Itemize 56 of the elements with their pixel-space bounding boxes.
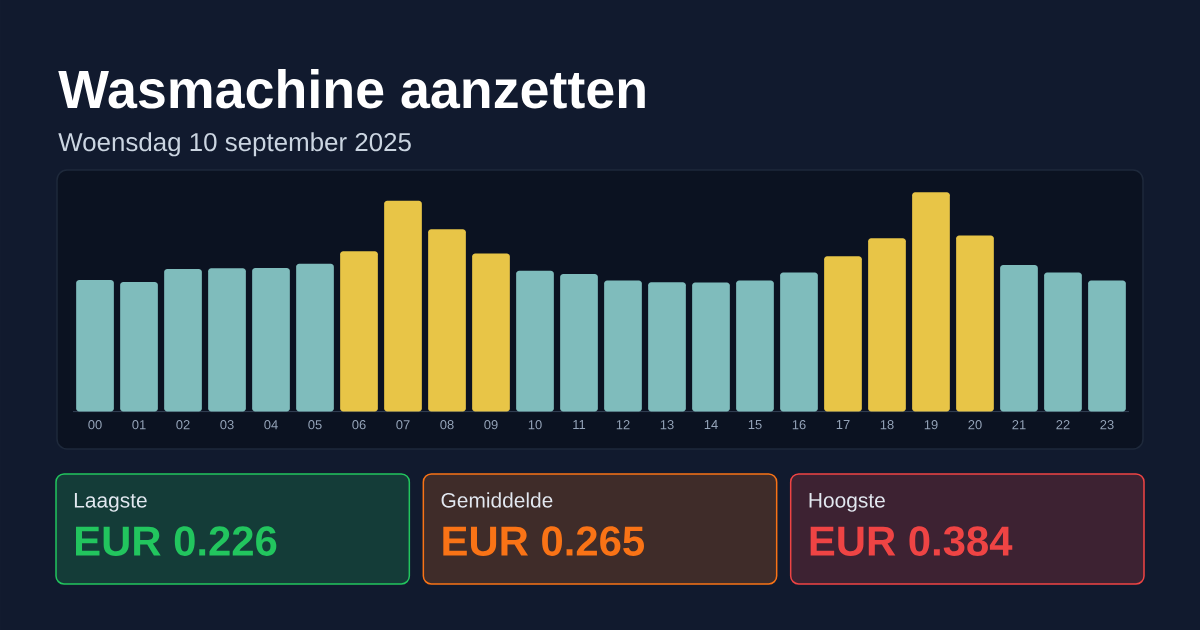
bar <box>428 229 466 412</box>
chart-title: Wasmachine aanzetten <box>58 69 645 109</box>
bar <box>120 281 158 412</box>
x-tick-label: 10 <box>528 420 542 430</box>
bar <box>560 274 598 412</box>
x-tick-label: 19 <box>924 420 938 430</box>
bar <box>736 280 774 412</box>
bar <box>164 268 202 412</box>
x-tick-label: 20 <box>968 420 982 430</box>
x-tick-label: 11 <box>573 420 586 430</box>
x-tick-label: 02 <box>176 420 190 430</box>
x-tick-label: 05 <box>308 420 322 430</box>
text: EUR 0.265 <box>443 526 644 556</box>
x-tick-label: 21 <box>1012 420 1026 430</box>
text: EUR 0.226 <box>76 526 277 556</box>
x-tick-label: 09 <box>484 420 498 430</box>
x-tick-label: 13 <box>660 420 674 430</box>
x-tick-label: 08 <box>440 420 454 430</box>
bar <box>956 235 994 412</box>
x-tick-label: 03 <box>220 420 234 430</box>
bar <box>692 282 730 412</box>
x-tick-label: 06 <box>352 420 366 430</box>
bar <box>384 200 422 412</box>
chart-subtitle: Woensdag 10 september 2025 <box>58 132 411 157</box>
bar <box>648 282 686 412</box>
x-tick-label: 17 <box>836 420 850 430</box>
bar <box>516 270 554 412</box>
x-tick-label: 14 <box>704 420 718 430</box>
x-tick-label: 04 <box>264 420 278 430</box>
bar <box>472 253 510 412</box>
category-label: Gemiddelde <box>441 492 553 508</box>
bar <box>252 267 290 412</box>
category-label: Hoogste <box>809 493 885 512</box>
bar <box>76 279 114 412</box>
category-label: Laagste <box>74 493 147 512</box>
bar <box>868 238 906 412</box>
bar <box>1088 280 1126 412</box>
bar <box>296 263 334 412</box>
bar <box>780 272 818 412</box>
text: EUR 0.384 <box>810 526 1013 556</box>
bar <box>1044 272 1082 412</box>
x-tick-label: 07 <box>396 420 410 430</box>
x-tick-label: 15 <box>748 420 762 430</box>
bar <box>208 268 246 412</box>
bar <box>824 256 862 412</box>
bar <box>1000 265 1038 412</box>
x-tick-label: 01 <box>132 420 146 430</box>
bar <box>912 192 950 412</box>
x-tick-label: 12 <box>616 420 630 430</box>
x-tick-label: 18 <box>880 420 894 430</box>
bar <box>604 280 642 412</box>
bar <box>340 251 378 412</box>
x-tick-label: 16 <box>792 420 806 430</box>
x-tick-label: 22 <box>1056 420 1070 430</box>
x-tick-label: 23 <box>1100 420 1114 430</box>
x-tick-label: 00 <box>88 420 102 430</box>
